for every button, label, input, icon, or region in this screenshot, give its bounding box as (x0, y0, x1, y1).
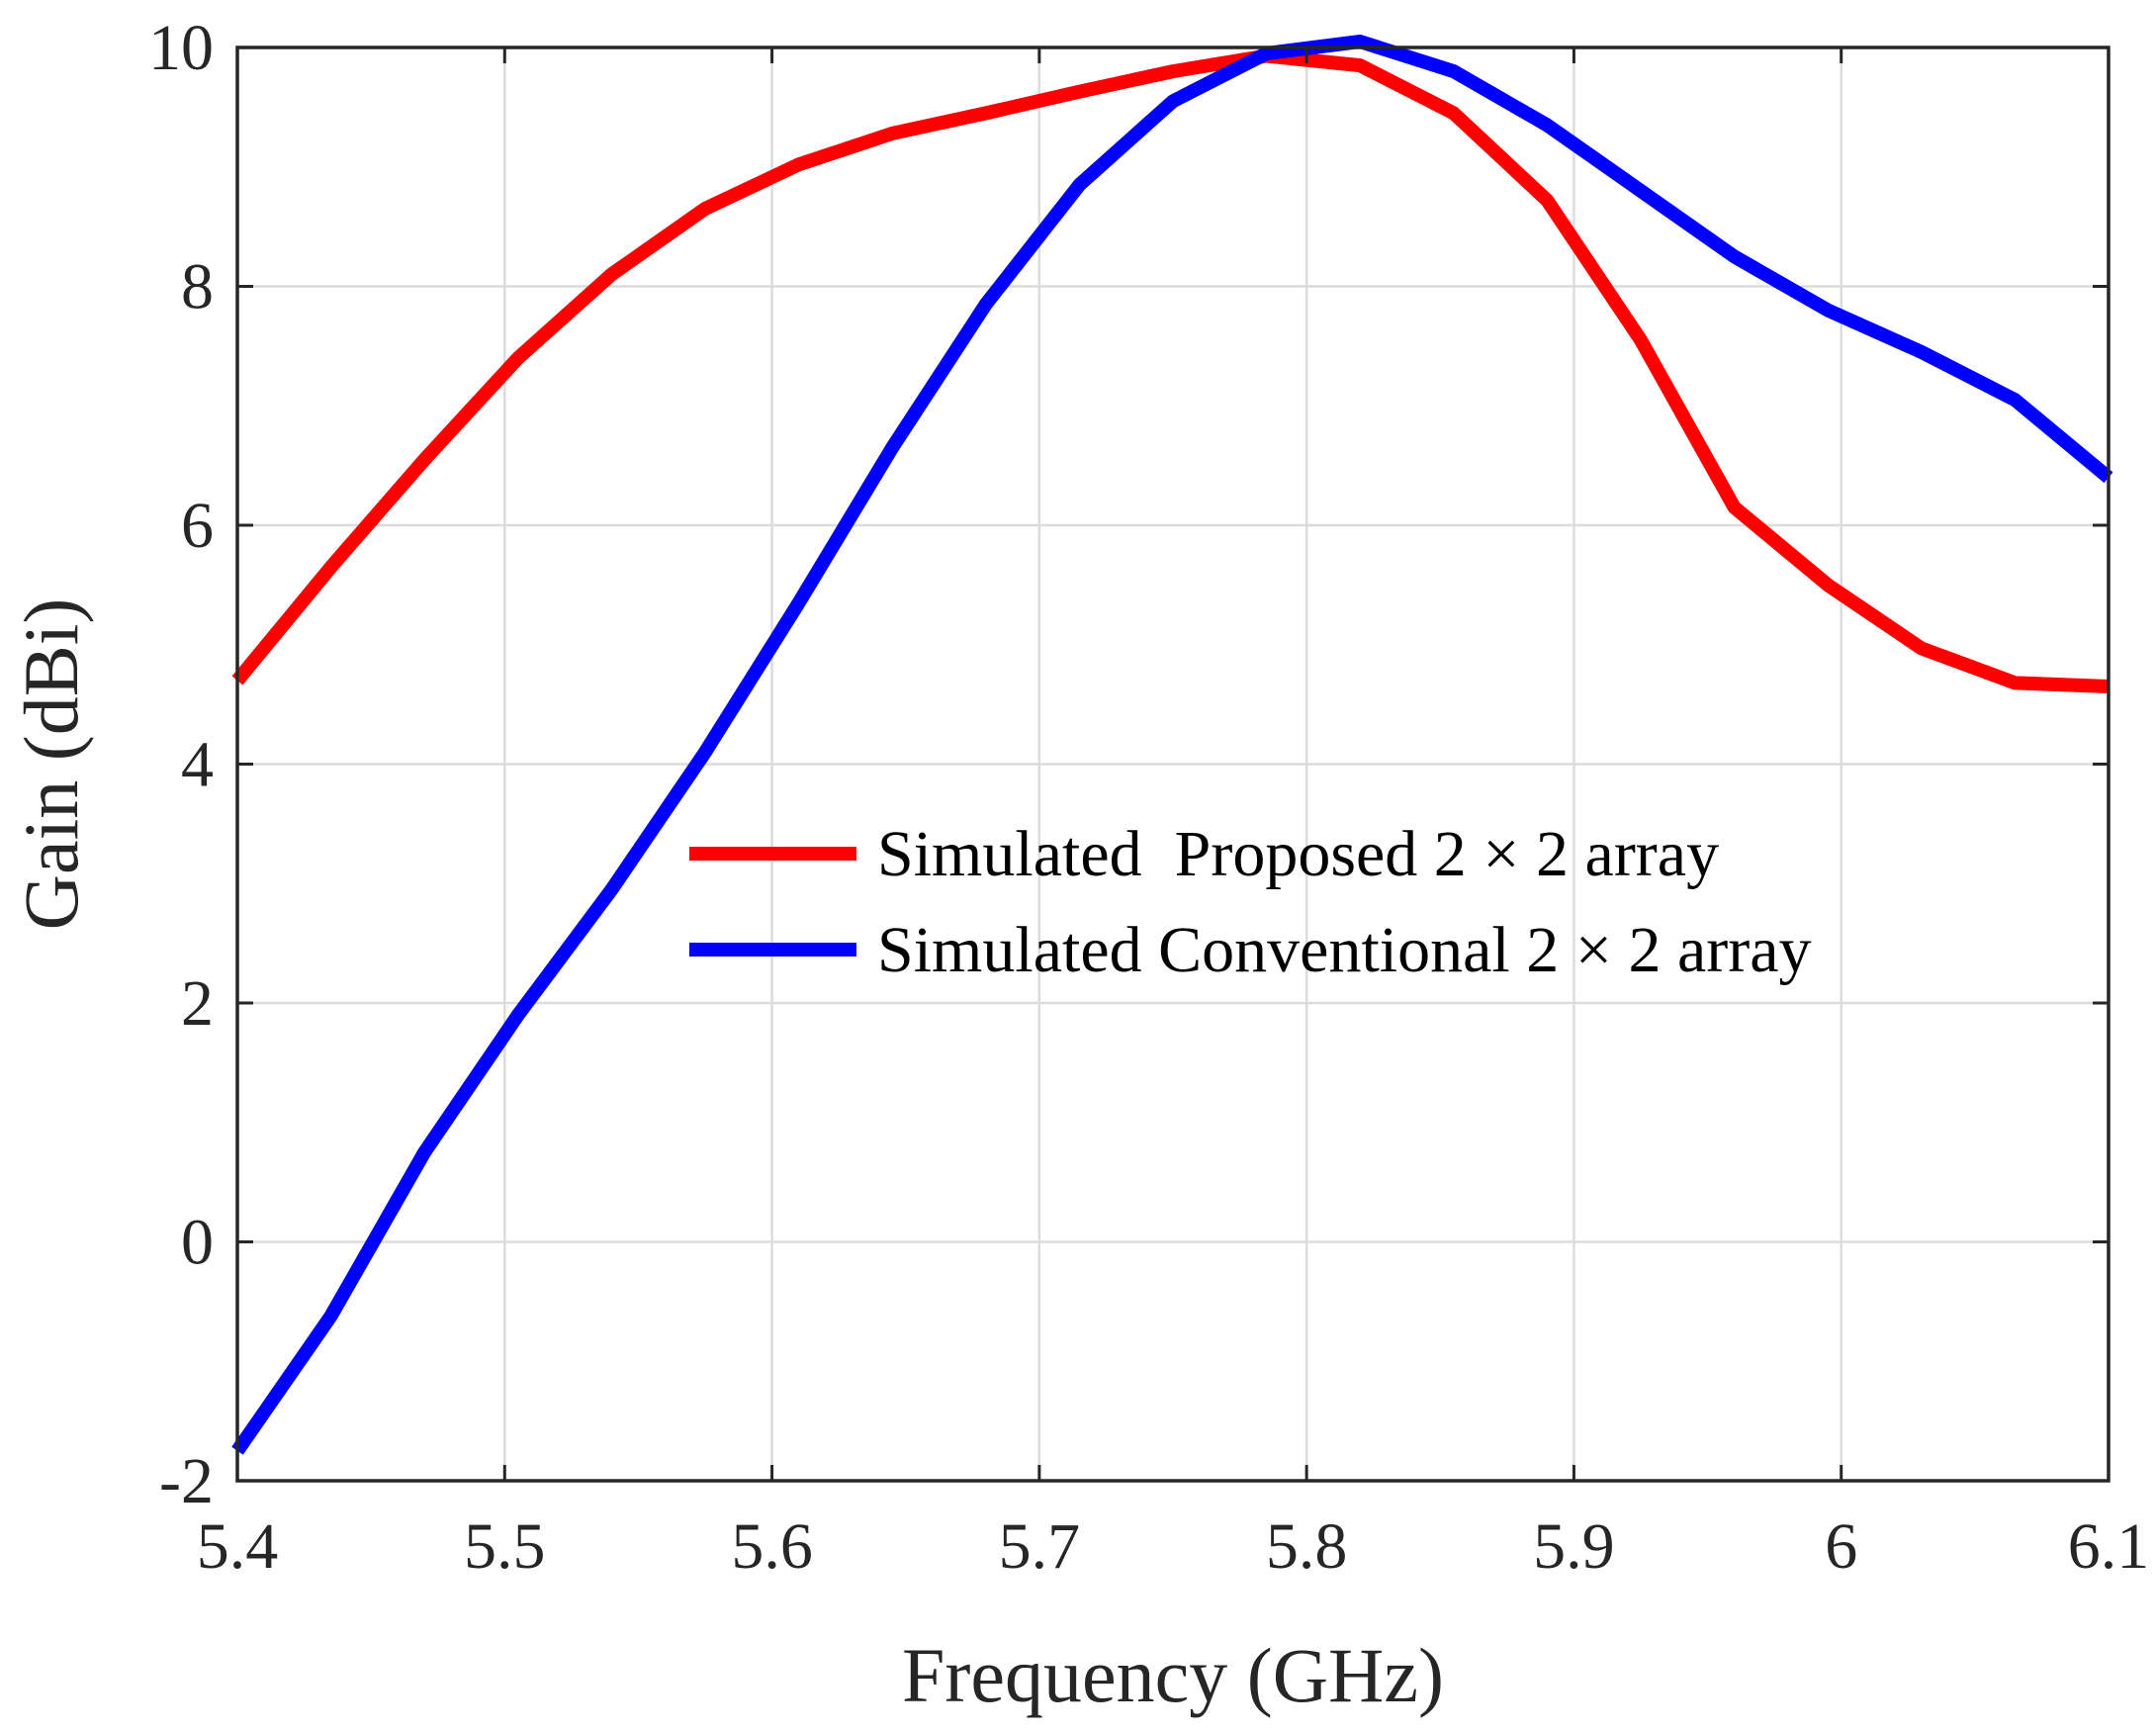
tick-labels: 5.4 5.5 5.6 5.7 5.8 5.9 6 6.1 -2 0 2 4 6 8 10 (148, 12, 2149, 1583)
x-tick-label: 6 (1825, 1510, 1857, 1583)
legend: Simulated Proposed 2 × 2 array Simulated … (689, 818, 1812, 986)
series-line-proposed (231, 48, 2110, 693)
ticks (235, 46, 2111, 1483)
y-tick-label: 10 (148, 12, 214, 84)
y-tick-label: 0 (181, 1207, 214, 1279)
x-tick-label: 5.7 (999, 1510, 1081, 1583)
series-line-conventional (231, 35, 2113, 1455)
y-axis-label: Gain (dBi) (8, 598, 94, 931)
x-tick-label: 5.6 (731, 1510, 813, 1583)
series-lines (231, 35, 2113, 1455)
x-tick-label: 6.1 (2068, 1510, 2150, 1583)
x-tick-label: 5.9 (1533, 1510, 1615, 1583)
y-tick-label: 6 (181, 490, 214, 562)
legend-label-proposed: Simulated Proposed 2 × 2 array (877, 818, 1719, 890)
x-tick-label: 5.8 (1266, 1510, 1348, 1583)
x-tick-label: 5.4 (197, 1510, 279, 1583)
y-tick-label: 8 (181, 251, 214, 323)
x-tick-label: 5.5 (464, 1510, 546, 1583)
legend-label-conventional: Simulated Conventional 2 × 2 array (877, 914, 1812, 986)
y-tick-label: 4 (181, 729, 214, 801)
x-axis-label: Frequency (GHz) (902, 1632, 1444, 1718)
y-tick-label: 2 (181, 967, 214, 1040)
y-tick-label: -2 (159, 1445, 214, 1517)
